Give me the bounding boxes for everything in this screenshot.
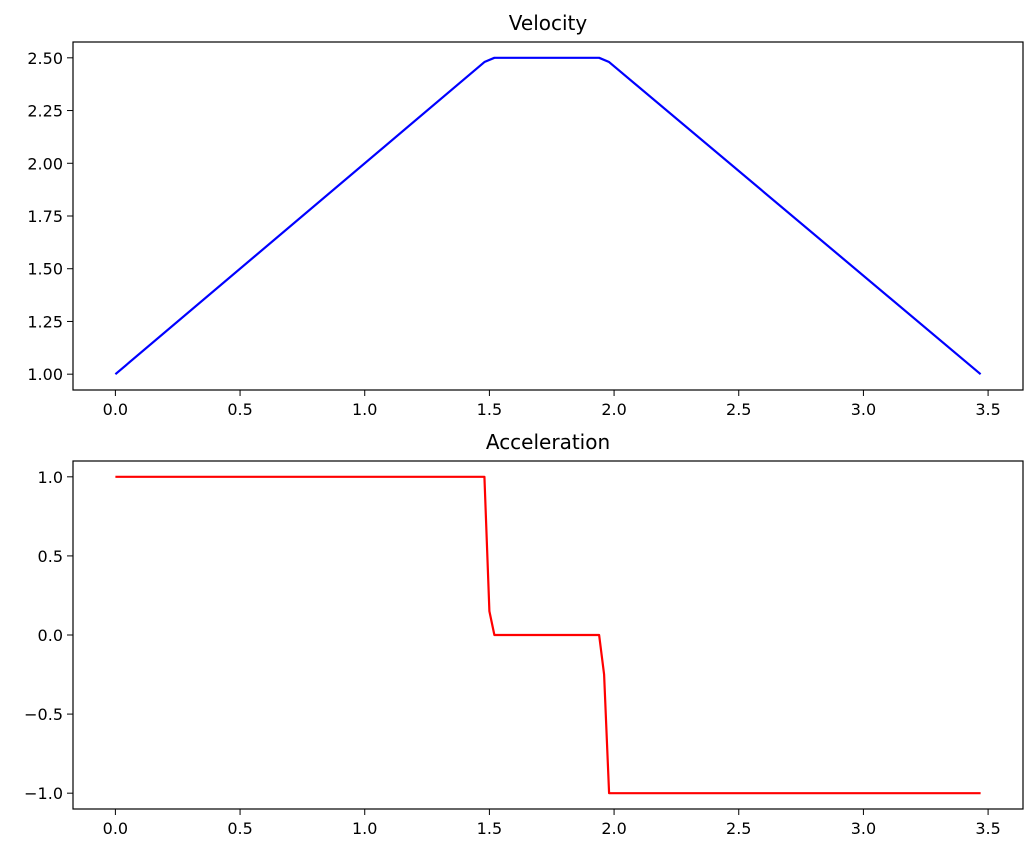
y-tick-label: 0.0 — [38, 626, 63, 645]
plot-frame — [72, 41, 1024, 391]
x-tick-label: 3.5 — [975, 400, 1000, 419]
x-tick-label: 3.0 — [851, 400, 876, 419]
x-tick-label: 3.0 — [851, 819, 876, 838]
x-tick-label: 0.0 — [103, 819, 128, 838]
x-tick-label: 1.0 — [352, 400, 377, 419]
x-tick-label: 2.5 — [726, 819, 751, 838]
x-tick-label: 0.5 — [227, 819, 252, 838]
y-tick-label: 2.50 — [27, 49, 63, 68]
y-tick-label: 1.50 — [27, 260, 63, 279]
chart-title: Velocity — [509, 11, 588, 35]
y-tick-label: 1.00 — [27, 365, 63, 384]
x-tick-label: 1.5 — [477, 400, 502, 419]
y-tick-label: −1.0 — [24, 784, 63, 803]
x-tick-label: 3.5 — [975, 819, 1000, 838]
y-tick-label: 1.0 — [38, 468, 63, 487]
chart-title: Acceleration — [486, 430, 610, 454]
y-tick-label: −0.5 — [24, 705, 63, 724]
x-tick-label: 2.0 — [601, 400, 626, 419]
x-tick-label: 0.0 — [103, 400, 128, 419]
x-tick-label: 2.5 — [726, 400, 751, 419]
series-line-0 — [115, 475, 981, 795]
x-tick-label: 1.0 — [352, 819, 377, 838]
y-tick-label: 2.00 — [27, 154, 63, 173]
chart-1: Acceleration 0.0 0.5 1.0 1.5 2.0 2.5 3.0 3.5 1.0 0… — [24, 430, 1024, 838]
y-tick-label: 1.75 — [27, 207, 63, 226]
y-tick-label: 1.25 — [27, 312, 63, 331]
chart-0: Velocity 0.0 0.5 1.0 1.5 2.0 2.5 3.0 3.5 1.00 1.25… — [27, 11, 1024, 419]
series-line-0 — [114, 56, 982, 376]
x-tick-label: 0.5 — [227, 400, 252, 419]
y-tick-label: 2.25 — [27, 102, 63, 121]
x-tick-label: 2.0 — [601, 819, 626, 838]
x-tick-label: 1.5 — [477, 819, 502, 838]
y-tick-label: 0.5 — [38, 547, 63, 566]
